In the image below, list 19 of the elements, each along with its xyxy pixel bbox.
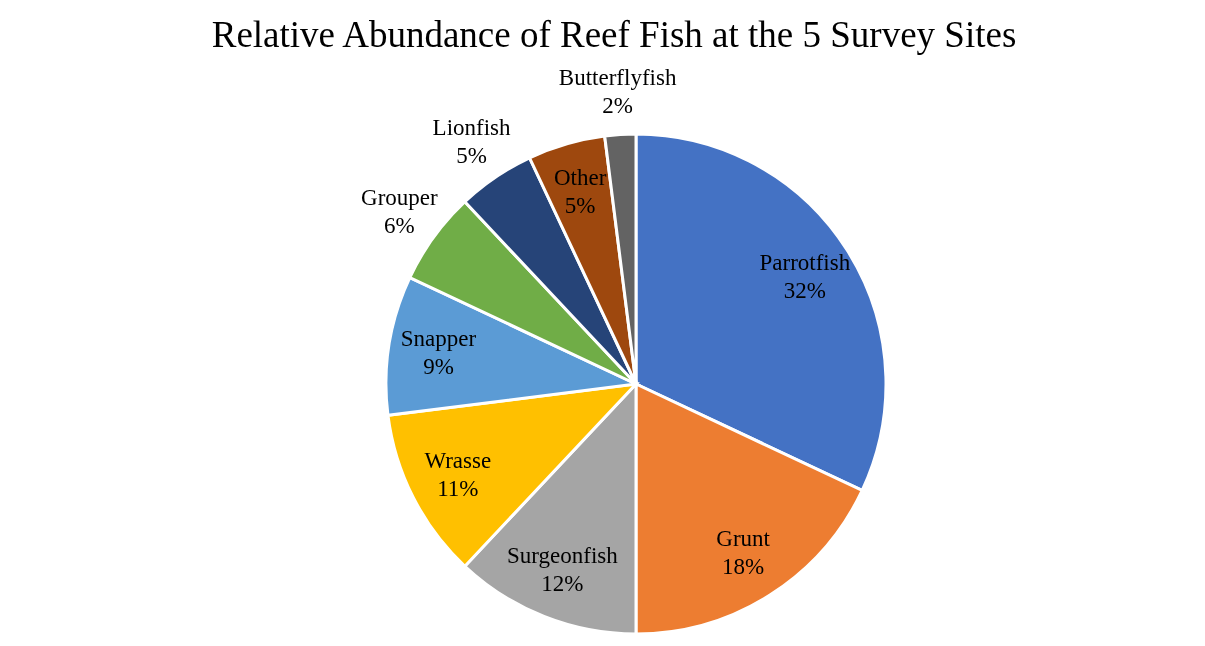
slice-label: Snapper: [400, 325, 477, 351]
slice-label: Other: [554, 164, 607, 190]
data-label: 5%: [456, 143, 487, 169]
data-label: 6%: [384, 213, 415, 239]
data-label: 18%: [722, 553, 765, 579]
data-label: 12%: [541, 570, 584, 596]
data-label: 2%: [602, 93, 633, 119]
slice-label: Grouper: [361, 185, 439, 211]
data-label: 11%: [437, 475, 479, 501]
slice-label: Lionfish: [432, 115, 512, 141]
slice-label: Wrasse: [424, 447, 492, 473]
slice-label: Grunt: [716, 525, 771, 551]
slice-label: Parrotfish: [759, 249, 851, 275]
slice-label: Surgeonfish: [507, 542, 619, 568]
data-label: 9%: [423, 353, 454, 379]
slice-label: Butterflyfish: [558, 65, 677, 91]
chart-title: Relative Abundance of Reef Fish at the 5 Survey Sites: [211, 14, 1017, 56]
data-label: 32%: [783, 277, 826, 303]
data-label: 5%: [564, 192, 596, 218]
